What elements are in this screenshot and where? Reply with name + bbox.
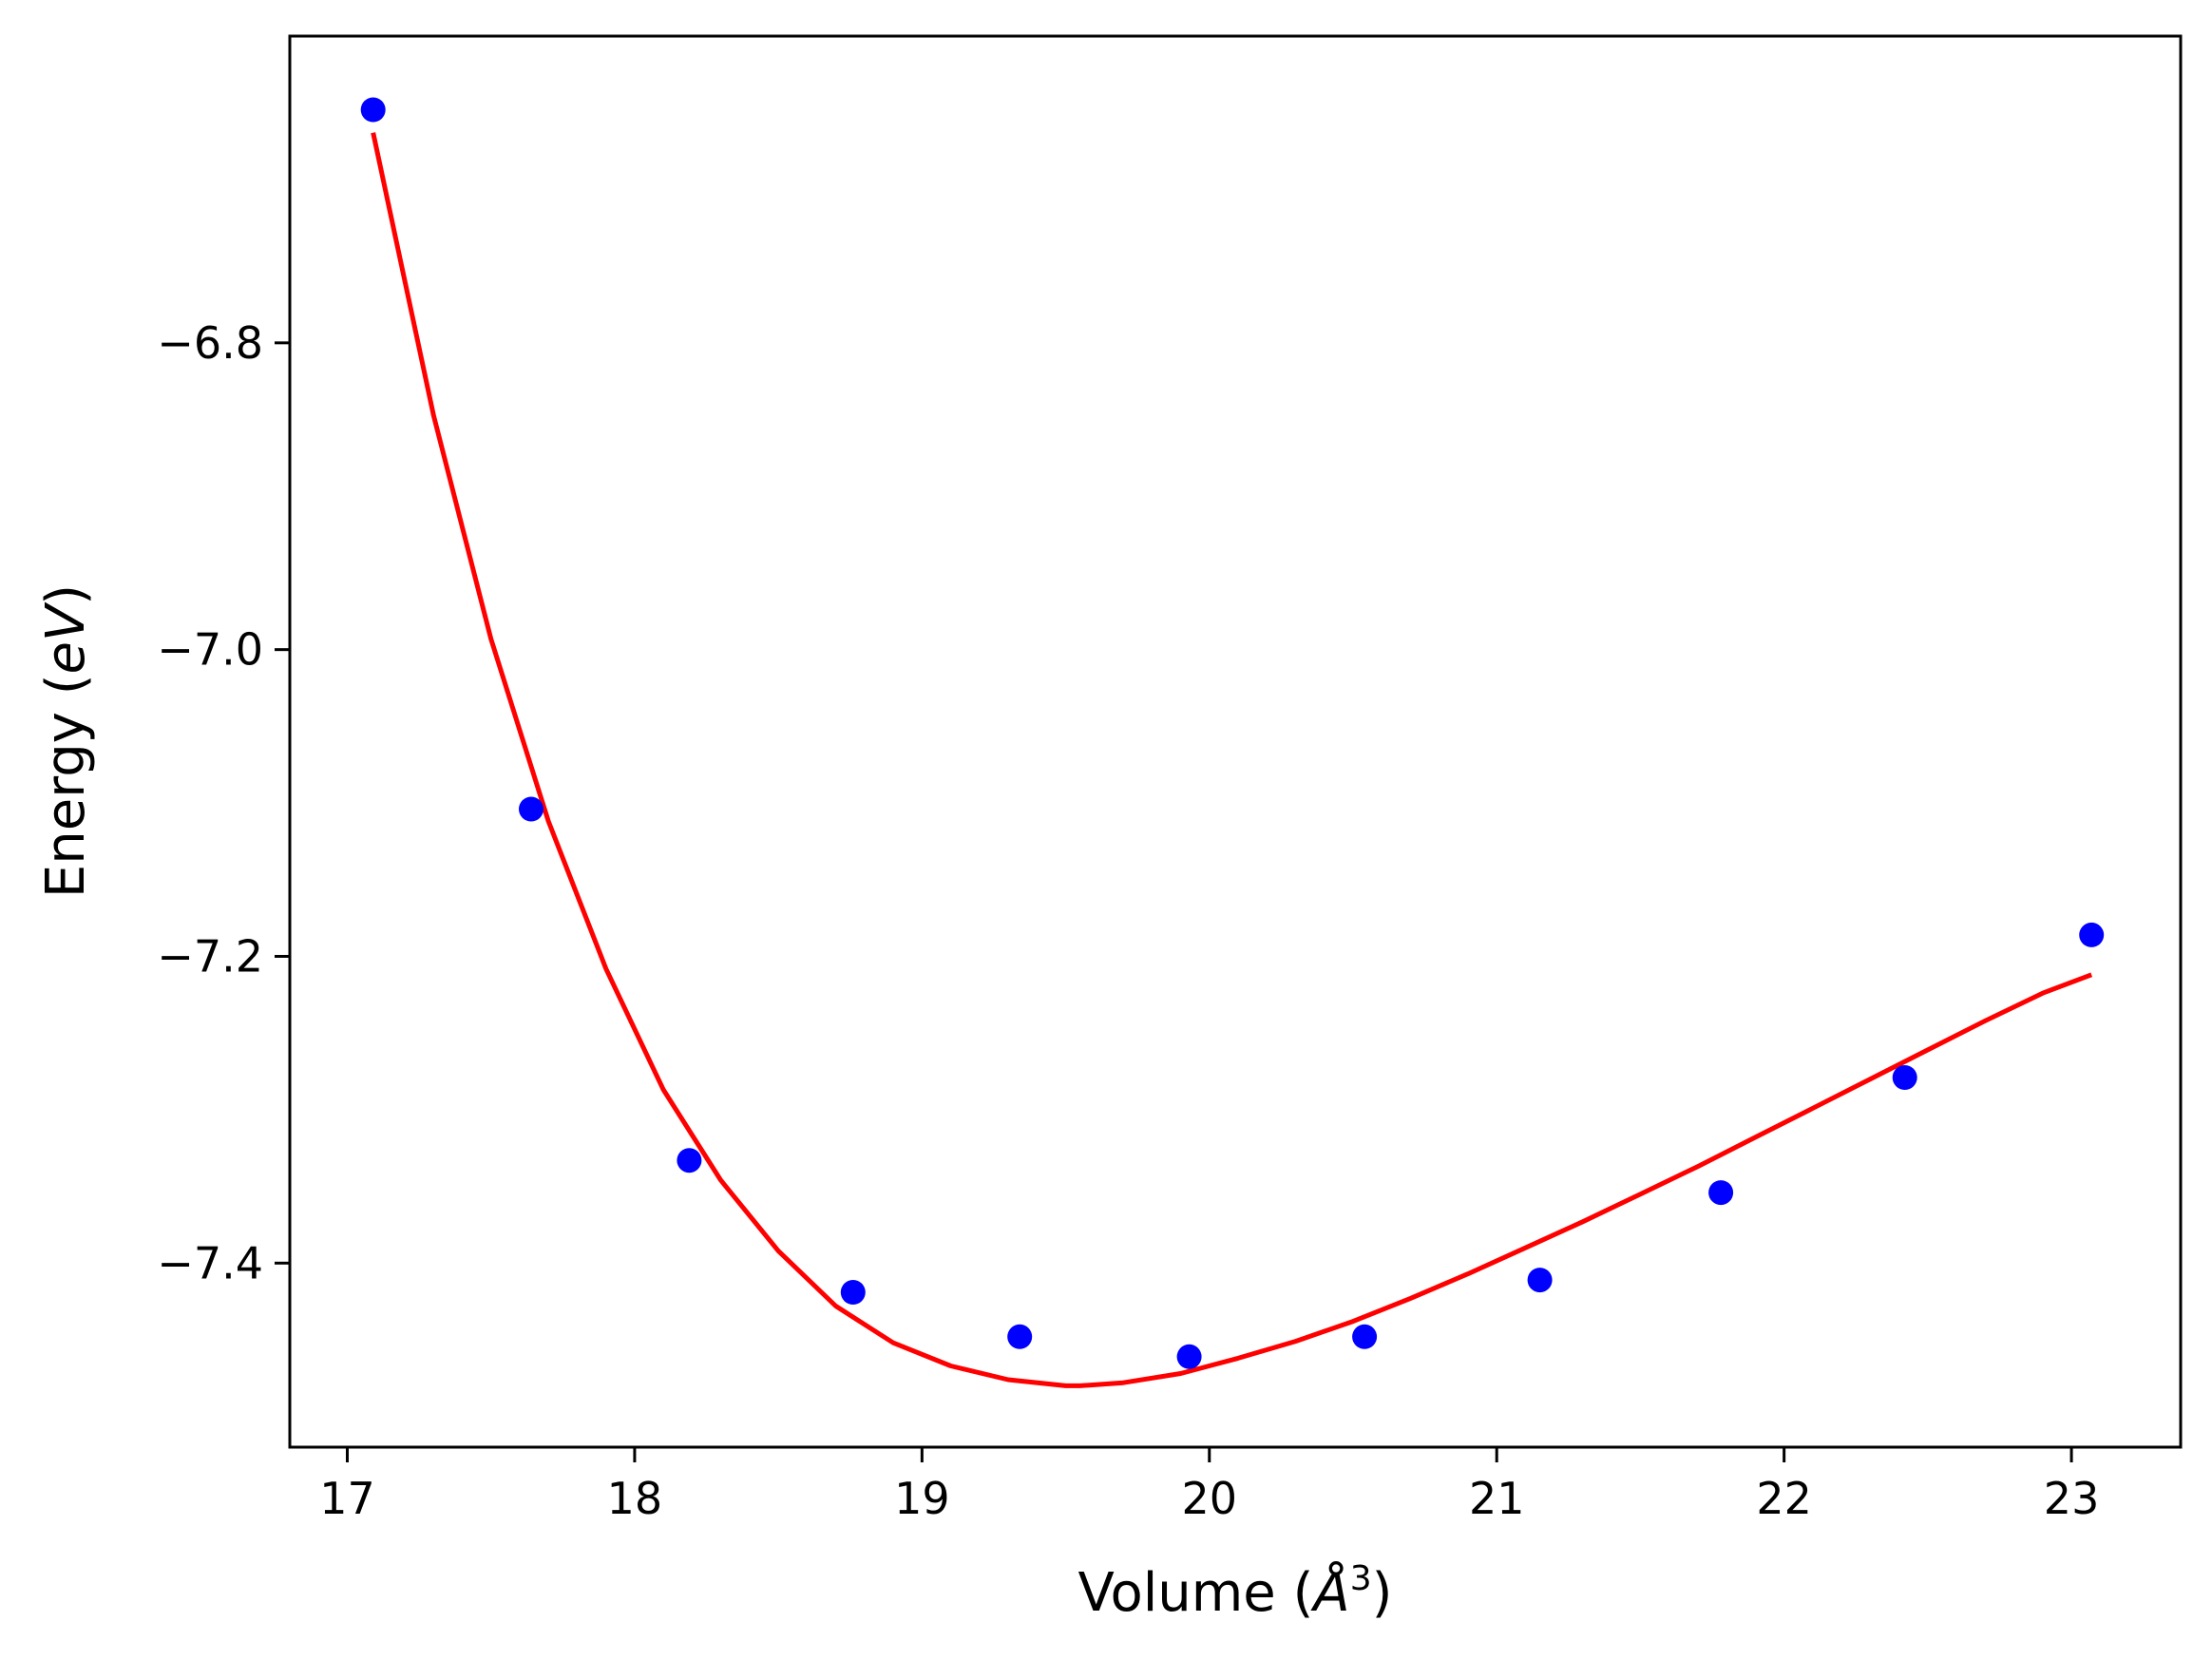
plot-frame: [288, 34, 2183, 1449]
y-tick-label: −7.0: [157, 624, 263, 676]
fit-curve-layer: [371, 132, 2093, 1388]
data-point: [2079, 922, 2105, 947]
x-axis-label: Volume (Å3): [1077, 1559, 1392, 1624]
x-tick-label: 22: [1756, 1473, 1812, 1524]
y-axis-label: Energy (eV): [35, 584, 97, 898]
data-point: [519, 796, 543, 822]
x-tick-label: 19: [894, 1473, 950, 1524]
data-point: [1892, 1065, 1917, 1090]
y-tick-label: −6.8: [157, 317, 263, 369]
y-tick-label: −7.4: [157, 1237, 263, 1288]
data-point: [677, 1148, 702, 1173]
data-points-layer: [360, 97, 2105, 1369]
data-point: [1527, 1268, 1553, 1293]
data-point: [840, 1280, 866, 1305]
y-tick-label: −7.2: [157, 930, 263, 982]
data-point: [1352, 1324, 1378, 1349]
x-tick-label: 20: [1182, 1473, 1238, 1524]
y-axis-ticks: −6.8 −7.0 −7.2 −7.4: [157, 317, 290, 1288]
data-point: [1007, 1324, 1033, 1349]
x-tick-label: 21: [1469, 1473, 1525, 1524]
x-tick-label: 18: [607, 1473, 663, 1524]
x-axis-ticks: 17 18 19 20 21 22 23: [319, 1447, 2099, 1524]
data-point: [1176, 1344, 1202, 1369]
data-point: [360, 97, 386, 123]
x-tick-label: 23: [2044, 1473, 2100, 1524]
x-tick-label: 17: [319, 1473, 375, 1524]
data-point: [1708, 1180, 1734, 1206]
fit-curve: [371, 132, 2093, 1388]
